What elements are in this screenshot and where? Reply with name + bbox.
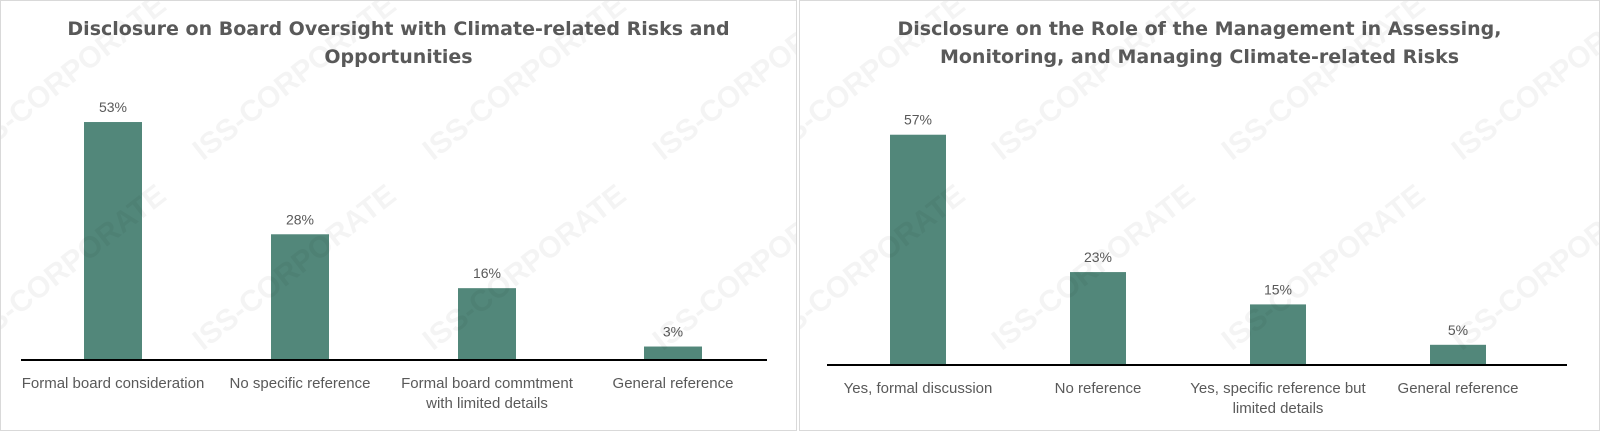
category-label: limited details — [1233, 400, 1324, 417]
data-label: 3% — [663, 324, 683, 340]
bar-chart-board-oversight: 53% Formal board consideration 28% No speci… — [21, 99, 767, 412]
category-label: Yes, specific reference but — [1190, 380, 1366, 397]
category-label: Formal board commtment — [401, 375, 574, 392]
bar — [890, 134, 946, 365]
chart-title-line-1: Disclosure on Board Oversight with Clima… — [67, 18, 730, 40]
data-label: 5% — [1448, 322, 1468, 338]
category-label: with limited details — [425, 395, 548, 412]
category-label: Formal board consideration — [22, 375, 205, 392]
chart-panel-management-role: Disclosure on the Role of the Management… — [799, 0, 1600, 431]
chart-title-line-2: Opportunities — [324, 46, 473, 68]
chart-title: Disclosure on Board Oversight with Clima… — [1, 15, 796, 71]
chart-title-line-1: Disclosure on the Role of the Management… — [897, 18, 1502, 40]
bar — [84, 122, 142, 360]
chart-title: Disclosure on the Role of the Management… — [800, 15, 1599, 71]
chart-panel-board-oversight: Disclosure on Board Oversight with Clima… — [0, 0, 797, 431]
bar — [1430, 344, 1486, 365]
data-label: 57% — [904, 112, 932, 128]
bar-chart-management-role: 57% Yes, formal discussion 23% No reference… — [827, 112, 1567, 417]
category-label: General reference — [613, 375, 734, 392]
bar — [458, 288, 516, 360]
category-label: General reference — [1398, 380, 1519, 397]
category-label: No reference — [1055, 380, 1142, 397]
data-label: 16% — [473, 265, 501, 281]
category-label: Yes, formal discussion — [844, 380, 993, 397]
data-label: 15% — [1264, 281, 1292, 297]
data-label: 23% — [1084, 249, 1112, 265]
bar — [271, 234, 329, 360]
chart-title-line-2: Monitoring, and Managing Climate-related… — [939, 46, 1460, 68]
bar — [644, 346, 702, 360]
data-label: 28% — [286, 211, 314, 227]
data-label: 53% — [99, 99, 127, 115]
category-label: No specific reference — [230, 375, 371, 392]
bar — [1070, 272, 1126, 365]
bar — [1250, 304, 1306, 365]
